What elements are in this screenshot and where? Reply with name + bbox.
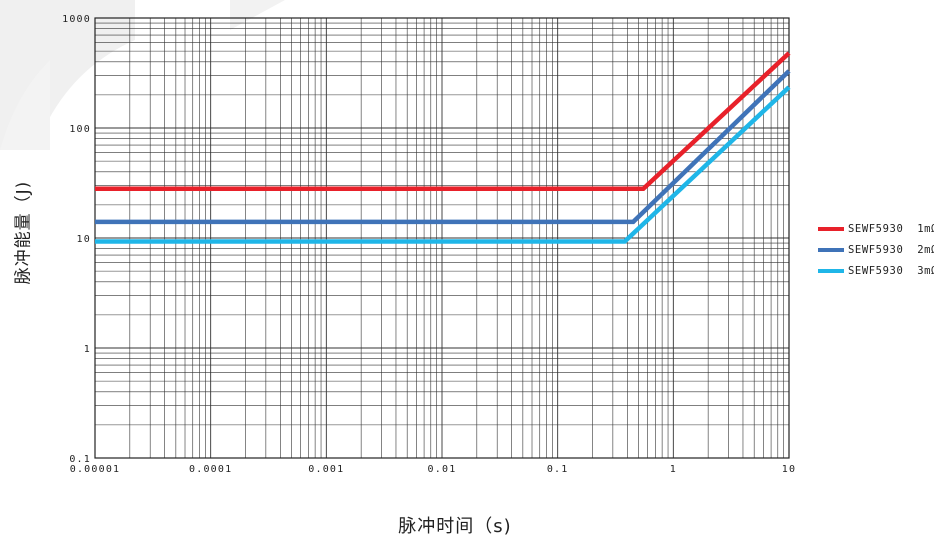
- y-tick-label: 10: [77, 234, 91, 245]
- plot-frame: [94, 17, 790, 459]
- series-lines: [95, 51, 791, 244]
- x-tick-label: 10: [782, 464, 796, 475]
- series-line: [95, 51, 791, 192]
- x-axis-label: 脉冲时间（s): [398, 516, 512, 537]
- x-tick-label: 0.0001: [189, 464, 232, 475]
- y-tick-label: 0.1: [69, 454, 91, 465]
- x-tick-label: 0.01: [428, 464, 457, 475]
- legend-label: SEWF5930 1mΩ: [848, 223, 934, 235]
- y-tick-label: 1000: [62, 14, 91, 25]
- legend-item: SEWF5930 2mΩ: [818, 241, 934, 259]
- legend-label: SEWF5930 3mΩ: [848, 265, 934, 277]
- legend-item: SEWF5930 1mΩ: [818, 220, 934, 238]
- x-tick-label: 0.00001: [70, 464, 121, 475]
- series-line: [95, 85, 791, 244]
- legend-swatch: [818, 248, 844, 252]
- legend-label: SEWF5930 2mΩ: [848, 244, 934, 256]
- series-line: [95, 69, 791, 225]
- y-tick-label: 1: [84, 344, 91, 355]
- legend-swatch: [818, 269, 844, 273]
- y-axis-label: 脉冲能量（J): [13, 180, 34, 285]
- legend-swatch: [818, 227, 844, 231]
- legend: SEWF5930 1mΩ SEWF5930 2mΩ SEWF5930 3mΩ: [818, 220, 934, 283]
- y-tick-label: 100: [69, 124, 91, 135]
- x-tick-label: 0.1: [547, 464, 569, 475]
- tick-labels: 0.00001 0.0001 0.001 0.01 0.1 1 10 0.1 1 10 100 100…: [62, 14, 796, 475]
- grid-lines: [94, 17, 790, 459]
- x-tick-label: 0.001: [308, 464, 344, 475]
- x-tick-label: 1: [670, 464, 677, 475]
- legend-item: SEWF5930 3mΩ: [818, 262, 934, 280]
